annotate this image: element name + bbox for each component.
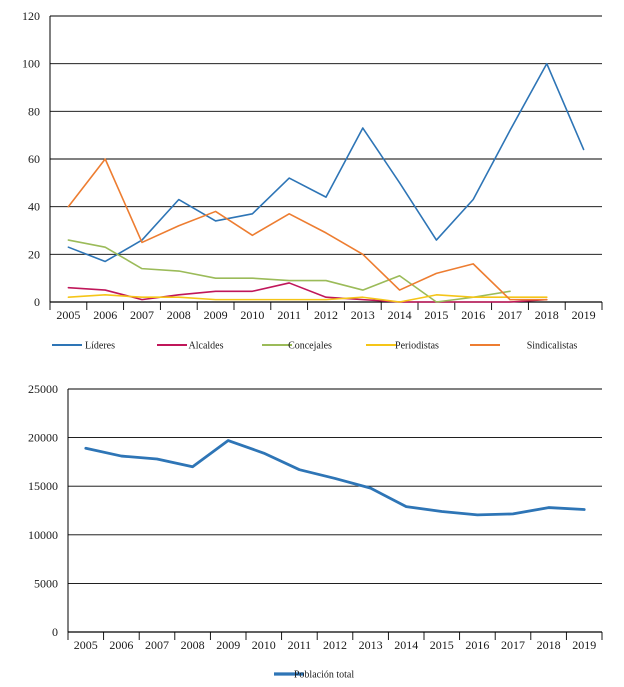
chart-violence-by-group: 0 20 40 60 80 100 120 2005 2006 2007 2008 2009 2010 2… [22, 9, 603, 352]
x-tick-label-2013: 2013 [351, 308, 375, 322]
x-tick-label-2016: 2016 [465, 638, 489, 652]
series-line-lideres [67, 62, 585, 263]
y-tick-label-60: 60 [28, 152, 40, 166]
x-tick-label-2017: 2017 [498, 308, 522, 322]
x-tick-label-2011: 2011 [277, 308, 301, 322]
x-tick-label-2018: 2018 [535, 308, 559, 322]
y-tick-label-25000: 25000 [28, 382, 58, 396]
x-tick-label-2010: 2010 [240, 308, 264, 322]
x-tick-label-2014: 2014 [388, 308, 412, 322]
series-line-periodistas [67, 294, 548, 303]
legend-label-sindicalistas: Sindicalistas [527, 341, 578, 352]
series-line-alcaldes [67, 282, 548, 303]
y-tick-label-120: 120 [22, 9, 40, 23]
x-tick-label-2016: 2016 [461, 308, 485, 322]
x-tick-label-2009: 2009 [204, 308, 228, 322]
legend-label-concejales: Concejales [288, 341, 332, 352]
x-tick-label-2007: 2007 [130, 308, 154, 322]
x-tick-label-2005: 2005 [74, 638, 98, 652]
x-tick-label-2015: 2015 [430, 638, 454, 652]
legend-label-lideres: Líderes [85, 341, 115, 352]
x-tick-label-2011: 2011 [288, 638, 312, 652]
y-tick-label-0: 0 [52, 625, 58, 639]
x-tick-label-2008: 2008 [167, 308, 191, 322]
x-tick-label-2012: 2012 [314, 308, 338, 322]
y-tick-label-5000: 5000 [34, 576, 58, 590]
x-tick-label-2005: 2005 [56, 308, 80, 322]
legend-label-alcaldes: Alcaldes [189, 341, 224, 352]
y-tick-label-80: 80 [28, 104, 40, 118]
y-tick-label-10000: 10000 [28, 528, 58, 542]
x-tick-label-2018: 2018 [537, 638, 561, 652]
x-tick-label-2008: 2008 [181, 638, 205, 652]
series-line-sindicalistas [67, 158, 548, 301]
y-tick-label-40: 40 [28, 200, 40, 214]
x-tick-label-2014: 2014 [394, 638, 418, 652]
series-line-concejales [67, 239, 511, 303]
x-tick-label-2012: 2012 [323, 638, 347, 652]
chart-total-population: 0 5000 10000 15000 20000 25000 2005 2006 2007 200… [28, 382, 603, 681]
x-tick-label-2006: 2006 [109, 638, 133, 652]
y-tick-label-0: 0 [34, 295, 40, 309]
x-tick-label-2015: 2015 [424, 308, 448, 322]
x-tick-label-2019: 2019 [572, 638, 596, 652]
x-tick-label-2019: 2019 [572, 308, 596, 322]
legend-label-poblacion-total: Población total [294, 670, 354, 681]
x-tick-label-2006: 2006 [93, 308, 117, 322]
x-tick-label-2013: 2013 [359, 638, 383, 652]
y-tick-label-20: 20 [28, 247, 40, 261]
x-tick-label-2009: 2009 [216, 638, 240, 652]
x-tick-label-2017: 2017 [501, 638, 525, 652]
y-tick-label-100: 100 [22, 57, 40, 71]
y-tick-label-15000: 15000 [28, 479, 58, 493]
legend-label-periodistas: Periodistas [395, 341, 439, 352]
y-tick-label-20000: 20000 [28, 431, 58, 445]
x-tick-label-2010: 2010 [252, 638, 276, 652]
x-tick-label-2007: 2007 [145, 638, 169, 652]
series-line-poblacion-total [84, 439, 586, 517]
